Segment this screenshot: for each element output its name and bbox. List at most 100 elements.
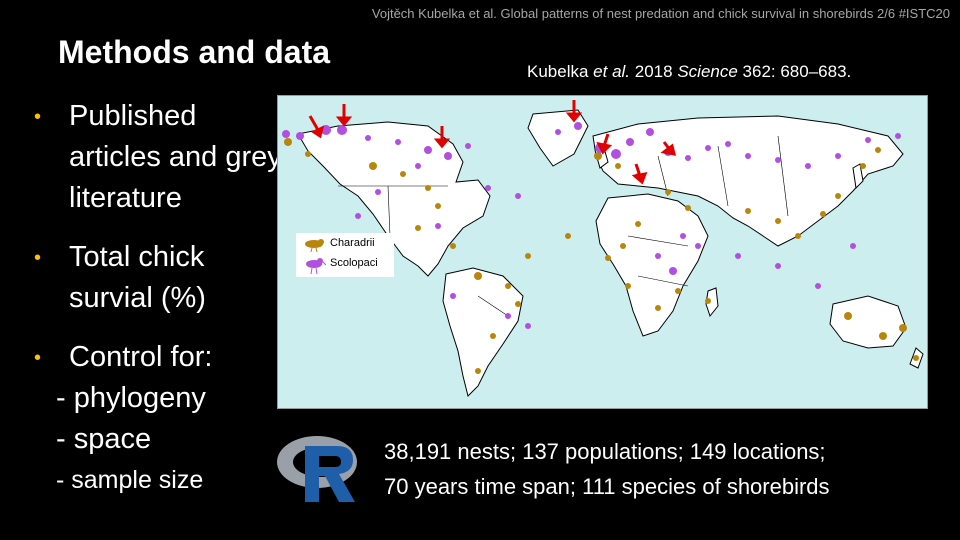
charadrii-point — [415, 225, 421, 231]
scolopaci-point — [515, 193, 521, 199]
scolopaci-point — [485, 185, 491, 191]
scolopaci-point — [465, 143, 471, 149]
charadrii-point — [284, 138, 292, 146]
charadrii-point — [635, 221, 641, 227]
greenland — [527, 109, 589, 167]
charadrii-point — [369, 162, 377, 170]
charadrii-points — [284, 138, 919, 374]
control-item: - space — [56, 423, 152, 455]
scolopaci-bird-icon — [306, 258, 326, 275]
charadrii-point — [515, 301, 521, 307]
scolopaci-point — [775, 157, 781, 163]
charadrii-point — [490, 333, 496, 339]
stats-line-1: 38,191 nests; 137 populations; 149 locat… — [384, 439, 826, 464]
charadrii-point — [899, 324, 907, 332]
scolopaci-point — [835, 153, 841, 159]
scolopaci-point — [895, 133, 901, 139]
scolopaci-points — [282, 122, 901, 329]
charadrii-point — [795, 233, 801, 239]
scolopaci-point — [655, 253, 661, 259]
slide-title: Methods and data — [58, 34, 331, 70]
scolopaci-point — [424, 146, 432, 154]
slide-header: Vojtěch Kubelka et al. Global patterns o… — [371, 6, 950, 21]
charadrii-point — [425, 185, 431, 191]
bullet-item: • Total chick survial (%) — [34, 237, 284, 319]
charadrii-point — [879, 332, 887, 340]
scolopaci-point — [337, 125, 347, 135]
scolopaci-point — [735, 253, 741, 259]
charadrii-point — [505, 283, 511, 289]
scolopaci-point — [850, 243, 856, 249]
continent-africa — [595, 193, 709, 337]
charadrii-point — [844, 312, 852, 320]
scolopaci-point — [680, 233, 686, 239]
stats-summary: 38,191 nests; 137 populations; 149 locat… — [384, 434, 830, 504]
continent-north-america — [297, 121, 491, 277]
scolopaci-point — [865, 137, 871, 143]
bullet-list: • Published articles and grey literature… — [34, 96, 284, 519]
r-logo-icon — [277, 436, 357, 502]
scolopaci-point — [646, 128, 654, 136]
scolopaci-point — [611, 149, 621, 159]
legend-scolopaci: Scolopaci — [330, 257, 378, 269]
scolopaci-point — [505, 313, 511, 319]
scolopaci-point — [282, 130, 290, 138]
charadrii-point — [625, 283, 631, 289]
scolopaci-point — [695, 243, 701, 249]
scolopaci-point — [725, 141, 731, 147]
scolopaci-point — [355, 213, 361, 219]
charadrii-point — [474, 272, 482, 280]
scolopaci-point — [525, 323, 531, 329]
citation: Kubelka et al. 2018 Science 362: 680–683… — [527, 62, 852, 81]
charadrii-point — [605, 255, 611, 261]
scolopaci-point — [775, 263, 781, 269]
bullet-icon: • — [34, 106, 42, 128]
scolopaci-point — [815, 283, 821, 289]
charadrii-point — [615, 163, 621, 169]
charadrii-point — [620, 243, 626, 249]
charadrii-point — [675, 288, 681, 294]
charadrii-point — [665, 189, 671, 195]
scolopaci-point — [805, 163, 811, 169]
continent-south-america — [442, 267, 524, 397]
scolopaci-point — [296, 132, 304, 140]
charadrii-point — [655, 305, 661, 311]
scolopaci-point — [435, 223, 441, 229]
control-item: - sample size — [56, 466, 204, 494]
world-map-graphic — [282, 100, 924, 397]
scolopaci-point — [444, 152, 452, 160]
scolopaci-point — [669, 267, 677, 275]
charadrii-point — [745, 208, 751, 214]
charadrii-point — [913, 355, 919, 361]
charadrii-point — [594, 152, 602, 160]
scolopaci-point — [745, 153, 751, 159]
map-legend: Charadrii Scolopaci — [296, 233, 394, 277]
charadrii-point — [450, 243, 456, 249]
scolopaci-point — [395, 139, 401, 145]
charadrii-point — [525, 253, 531, 259]
arrow-markers — [308, 100, 677, 185]
bullet-item: • Published articles and grey literature — [34, 96, 284, 219]
scolopaci-point — [375, 189, 381, 195]
charadrii-point — [685, 205, 691, 211]
scolopaci-point — [365, 135, 371, 141]
stats-line-2: 70 years time span; 111 species of shore… — [384, 474, 830, 499]
legend-charadrii: Charadrii — [330, 237, 375, 249]
scolopaci-point — [705, 145, 711, 151]
charadrii-point — [475, 368, 481, 374]
charadrii-point — [860, 163, 866, 169]
bullet-icon: • — [34, 347, 42, 369]
bullet-icon: • — [34, 247, 42, 269]
scolopaci-point — [685, 155, 691, 161]
scolopaci-point — [626, 138, 634, 146]
charadrii-point — [875, 147, 881, 153]
control-item: - phylogeny — [56, 382, 206, 414]
japan — [852, 163, 864, 190]
charadrii-point — [820, 211, 826, 217]
charadrii-bird-icon — [305, 239, 324, 252]
charadrii-point — [565, 233, 571, 239]
charadrii-point — [835, 193, 841, 199]
scolopaci-point — [415, 163, 421, 169]
world-map — [277, 95, 928, 409]
bullet-item: • Control for: - phylogeny - space - sam… — [34, 337, 284, 501]
